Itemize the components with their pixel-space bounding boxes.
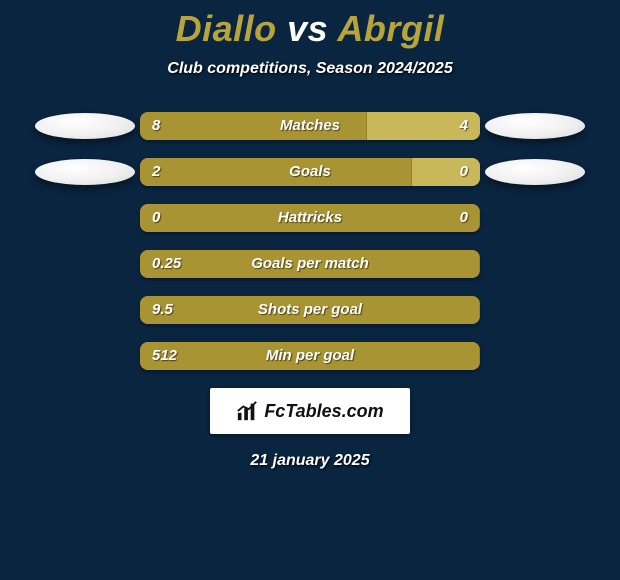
logo: FcTables.com [236, 400, 383, 422]
avatar-slot-right [480, 112, 590, 140]
player2-name: Abrgil [337, 8, 444, 49]
vs-text: vs [287, 8, 328, 49]
avatar-slot-left [30, 250, 140, 278]
avatar-slot-left [30, 296, 140, 324]
stat-row: 84Matches [0, 112, 620, 140]
stat-label: Goals per match [140, 250, 480, 278]
avatar-slot-left [30, 158, 140, 186]
stat-bar: 0.25Goals per match [140, 250, 480, 278]
player2-avatar [485, 113, 585, 139]
stat-bar: 20Goals [140, 158, 480, 186]
stat-rows: 84Matches 20Goals 00Hattricks 0.25Goals per… [0, 112, 620, 370]
stat-row: 9.5Shots per goal [0, 296, 620, 324]
stat-row: 512Min per goal [0, 342, 620, 370]
stat-bar: 9.5Shots per goal [140, 296, 480, 324]
stat-bar: 84Matches [140, 112, 480, 140]
stat-label: Goals [140, 158, 480, 186]
avatar-slot-right [480, 250, 590, 278]
player1-avatar [35, 159, 135, 185]
player1-name: Diallo [176, 8, 277, 49]
avatar-slot-left [30, 204, 140, 232]
avatar-slot-left [30, 342, 140, 370]
subtitle: Club competitions, Season 2024/2025 [0, 60, 620, 78]
header: Diallo vs Abrgil Club competitions, Seas… [0, 0, 620, 78]
stat-bar: 00Hattricks [140, 204, 480, 232]
avatar-slot-right [480, 158, 590, 186]
stat-label: Matches [140, 112, 480, 140]
avatar-slot-left [30, 112, 140, 140]
stat-row: 00Hattricks [0, 204, 620, 232]
stat-label: Shots per goal [140, 296, 480, 324]
player2-avatar [485, 159, 585, 185]
player1-avatar [35, 113, 135, 139]
logo-text: FcTables.com [264, 401, 383, 422]
date: 21 january 2025 [0, 452, 620, 470]
stat-label: Min per goal [140, 342, 480, 370]
stat-row: 20Goals [0, 158, 620, 186]
chart-icon [236, 400, 258, 422]
stat-row: 0.25Goals per match [0, 250, 620, 278]
stat-bar: 512Min per goal [140, 342, 480, 370]
avatar-slot-right [480, 204, 590, 232]
avatar-slot-right [480, 296, 590, 324]
avatar-slot-right [480, 342, 590, 370]
stat-label: Hattricks [140, 204, 480, 232]
logo-box: FcTables.com [210, 388, 410, 434]
page-title: Diallo vs Abrgil [0, 8, 620, 50]
